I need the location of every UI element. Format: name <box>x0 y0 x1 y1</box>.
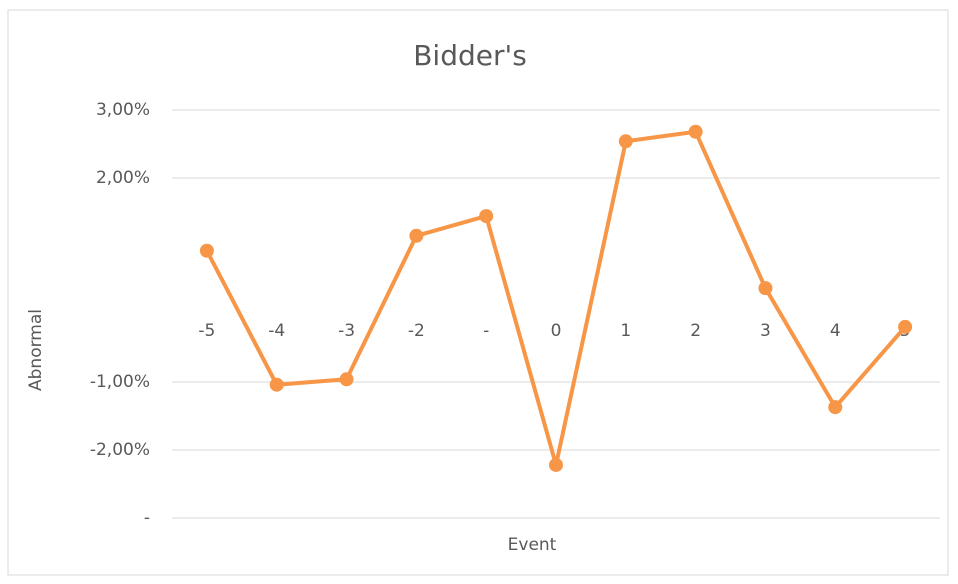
x-tick-label: 4 <box>830 321 841 341</box>
x-tick-label: - <box>483 321 489 341</box>
x-tick-label: 3 <box>760 321 771 341</box>
chart-title: Bidder's <box>413 39 527 72</box>
x-tick-label: 1 <box>620 321 631 341</box>
y-axis-label: Abnormal <box>26 309 46 391</box>
data-point <box>199 243 214 258</box>
data-point <box>898 319 913 334</box>
y-tick-label: -1,00% <box>90 372 150 392</box>
x-tick-label: 0 <box>551 321 562 341</box>
data-point <box>618 134 633 149</box>
data-point <box>688 124 703 139</box>
x-tick-label: -5 <box>198 321 215 341</box>
y-tick-label: 3,00% <box>96 100 150 120</box>
x-tick-label: -2 <box>408 321 425 341</box>
data-point <box>269 377 284 392</box>
y-tick-label: 2,00% <box>96 168 150 188</box>
data-point <box>828 400 843 415</box>
data-point <box>339 372 354 387</box>
data-point <box>549 457 563 472</box>
y-tick-label: -2,00% <box>90 440 150 460</box>
x-tick-label: 2 <box>690 321 701 341</box>
data-point <box>479 209 494 224</box>
data-point <box>758 281 773 296</box>
x-tick-label: -4 <box>268 321 285 341</box>
chart-border <box>7 9 949 576</box>
y-tick-label: - <box>144 508 150 528</box>
data-point <box>409 228 424 243</box>
x-tick-label: -3 <box>338 321 355 341</box>
x-axis-label: Event <box>508 535 557 555</box>
